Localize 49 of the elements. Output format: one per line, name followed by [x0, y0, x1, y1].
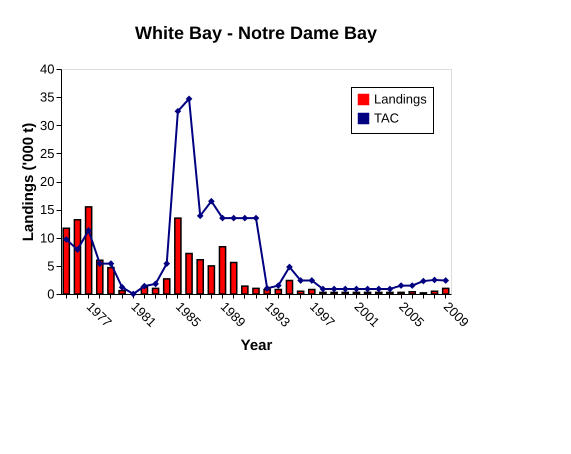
point	[442, 277, 450, 284]
point	[408, 282, 416, 289]
point	[330, 286, 338, 292]
point	[141, 282, 148, 290]
legend-label: Landings	[374, 92, 428, 106]
point	[264, 285, 271, 292]
point	[375, 286, 382, 292]
y-tick-label: 40	[40, 62, 54, 76]
point	[96, 260, 104, 267]
point	[320, 286, 326, 292]
point	[130, 290, 137, 298]
point	[118, 284, 126, 291]
point	[398, 282, 404, 289]
point	[196, 212, 204, 220]
point	[386, 286, 394, 292]
point	[420, 278, 427, 284]
x-tick-label: 1997	[306, 298, 338, 330]
point	[230, 214, 238, 222]
y-tick-label: 10	[40, 230, 54, 246]
point	[108, 260, 114, 267]
point	[364, 286, 371, 292]
y-tick-label: 25	[40, 146, 54, 161]
point	[274, 282, 282, 289]
point	[85, 227, 92, 234]
chart-title: White Bay - Notre Dame Bay	[134, 23, 378, 43]
point	[186, 95, 192, 102]
point	[174, 108, 182, 115]
y-tick-label: 20	[40, 174, 54, 189]
y-tick-label: 0	[47, 286, 54, 302]
point	[152, 280, 159, 288]
y-tick-label: 35	[40, 90, 54, 105]
point	[252, 214, 260, 222]
point	[219, 214, 226, 222]
point	[286, 264, 293, 270]
x-axis-title: Year	[240, 336, 273, 354]
point	[74, 246, 81, 253]
point	[208, 198, 215, 205]
y-axis-title: Landings ('000 t)	[20, 122, 38, 242]
y-tick-label: 30	[40, 118, 54, 133]
point	[431, 276, 438, 284]
point	[241, 214, 248, 222]
point	[297, 277, 304, 284]
point	[353, 286, 360, 292]
legend-label: TAC	[374, 110, 400, 126]
y-tick-label: 15	[40, 202, 54, 218]
point	[62, 236, 70, 243]
y-tick-label: 5	[47, 258, 54, 274]
point	[163, 260, 170, 267]
x-tick-label: 1977	[84, 298, 115, 330]
